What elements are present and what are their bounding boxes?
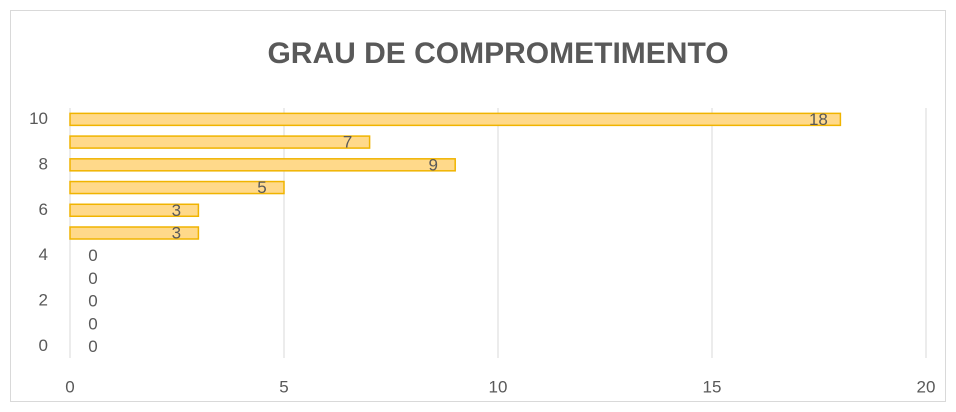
bar [69, 203, 200, 218]
data-label: 7 [343, 133, 352, 152]
data-label: 5 [257, 178, 266, 197]
chart-title: GRAU DE COMPROMETIMENTO [267, 37, 728, 70]
data-label: 9 [428, 155, 437, 174]
y-tick-label: 8 [39, 154, 48, 173]
x-tick-label: 0 [65, 377, 74, 396]
data-label: 0 [88, 246, 97, 265]
y-tick-label: 0 [39, 336, 48, 355]
data-label: 0 [88, 337, 97, 356]
x-tick-label: 20 [917, 377, 936, 396]
data-label: 3 [172, 223, 181, 242]
data-label: 18 [809, 110, 828, 129]
data-label: 0 [88, 292, 97, 311]
x-tick-label: 10 [489, 377, 508, 396]
y-tick-label: 10 [29, 109, 48, 128]
bar [69, 112, 842, 127]
data-label: 3 [172, 201, 181, 220]
x-tick-label: 15 [703, 377, 722, 396]
bar [69, 135, 371, 149]
y-tick-label: 6 [39, 200, 48, 219]
bar [69, 226, 200, 240]
x-tick-label: 5 [279, 377, 288, 396]
bar [69, 158, 456, 172]
y-tick-label: 2 [39, 291, 48, 310]
data-label: 0 [88, 314, 97, 333]
bar [69, 180, 285, 195]
data-label: 0 [88, 269, 97, 288]
y-tick-label: 4 [39, 245, 48, 264]
